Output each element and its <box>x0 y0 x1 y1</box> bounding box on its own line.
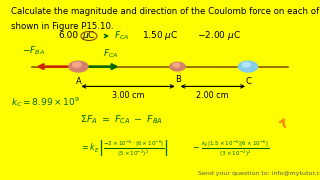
Text: 6.00: 6.00 <box>59 31 79 40</box>
Text: shown in Figure P15.10.: shown in Figure P15.10. <box>11 22 114 31</box>
Circle shape <box>243 63 250 67</box>
Circle shape <box>170 62 185 71</box>
Circle shape <box>173 63 180 67</box>
Text: $\mu$C: $\mu$C <box>82 30 96 42</box>
Text: $F_{CA}$: $F_{CA}$ <box>103 48 118 60</box>
Circle shape <box>69 61 88 72</box>
Text: $-$2.00 $\mu$C: $-$2.00 $\mu$C <box>197 30 241 42</box>
Circle shape <box>72 62 81 67</box>
Text: C: C <box>245 76 251 86</box>
Text: Send your question to: info@mytutor.com: Send your question to: info@mytutor.com <box>198 171 320 176</box>
Text: B: B <box>175 75 180 84</box>
Text: Calculate the magnitude and direction of the Coulomb force on each of the three : Calculate the magnitude and direction of… <box>11 7 320 16</box>
Circle shape <box>238 61 258 72</box>
Text: 1.50 $\mu$C: 1.50 $\mu$C <box>142 30 178 42</box>
Text: $F_{CA}$: $F_{CA}$ <box>114 30 129 42</box>
Text: $k_C = 8.99\times10^9$: $k_C = 8.99\times10^9$ <box>11 95 80 109</box>
Text: 2.00 cm: 2.00 cm <box>196 91 229 100</box>
Text: $-\ \frac{k_E|1.5\times10^{-6}||6\times10^{-6}|}{(3\times10^{-2})^2}$: $-\ \frac{k_E|1.5\times10^{-6}||6\times1… <box>192 138 269 159</box>
Text: $\Sigma F_A \ = \ F_{CA} \ - \ F_{BA}$: $\Sigma F_A \ = \ F_{CA} \ - \ F_{BA}$ <box>80 113 163 126</box>
Text: $-F_{BA}$: $-F_{BA}$ <box>22 44 45 57</box>
Text: 3.00 cm: 3.00 cm <box>112 91 144 100</box>
Text: $= k_E\left|\frac{-2\times10^{-6}\cdot|6\times10^{-6}|}{(5\times10^{-2})^2}\righ: $= k_E\left|\frac{-2\times10^{-6}\cdot|6… <box>80 138 169 159</box>
Text: A: A <box>76 76 81 86</box>
